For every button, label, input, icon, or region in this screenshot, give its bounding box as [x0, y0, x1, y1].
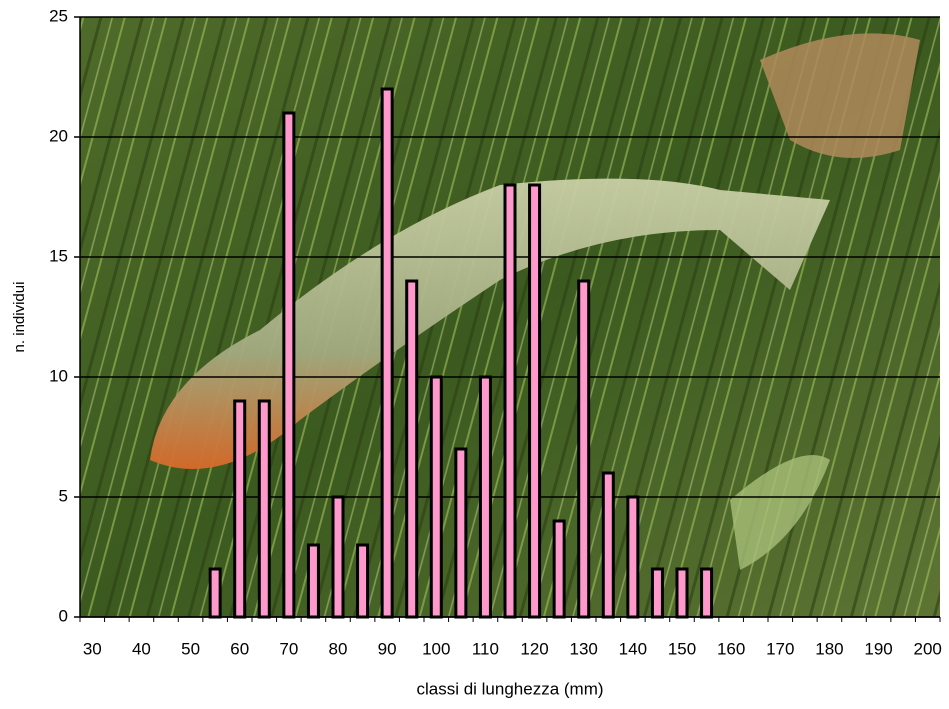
x-tick-label: 140: [619, 639, 647, 658]
x-axis-title: classi di lunghezza (mm): [416, 679, 603, 698]
bar: [257, 399, 271, 619]
x-tick-label: 70: [279, 639, 298, 658]
bar: [700, 567, 714, 619]
y-tick-label: 20: [49, 126, 68, 145]
x-tick-label: 180: [815, 639, 843, 658]
bar: [233, 399, 247, 619]
bar: [478, 375, 492, 619]
y-tick-label: 10: [49, 366, 68, 385]
x-tick-label: 80: [329, 639, 348, 658]
x-tick-label: 90: [378, 639, 397, 658]
bar: [454, 447, 468, 619]
bar: [306, 543, 320, 619]
bar: [405, 279, 419, 619]
bar: [528, 183, 542, 619]
bar: [650, 567, 664, 619]
bar: [331, 495, 345, 619]
bar: [626, 495, 640, 619]
bar: [503, 183, 517, 619]
x-tick-label: 160: [717, 639, 745, 658]
bar: [282, 111, 296, 619]
bar: [380, 87, 394, 619]
x-tick-label: 30: [83, 639, 102, 658]
x-tick-label: 170: [766, 639, 794, 658]
y-tick-label: 15: [49, 246, 68, 265]
x-tick-label: 100: [422, 639, 450, 658]
y-tick-label: 5: [59, 486, 68, 505]
y-tick-label: 25: [49, 6, 68, 25]
bar: [552, 519, 566, 619]
bar: [356, 543, 370, 619]
x-tick-label: 120: [520, 639, 548, 658]
x-tick-label: 40: [132, 639, 151, 658]
bar: [208, 567, 222, 619]
bar: [429, 375, 443, 619]
y-tick-label: 0: [59, 606, 68, 625]
x-tick-label: 200: [914, 639, 942, 658]
x-tick-label: 60: [230, 639, 249, 658]
y-axis-title: n. individui: [11, 282, 28, 353]
bar: [601, 471, 615, 619]
x-tick-label: 50: [181, 639, 200, 658]
x-tick-label: 130: [570, 639, 598, 658]
x-tick-label: 150: [668, 639, 696, 658]
bar: [577, 279, 591, 619]
x-tick-label: 190: [864, 639, 892, 658]
x-tick-label: 110: [472, 639, 499, 658]
bar: [675, 567, 689, 619]
